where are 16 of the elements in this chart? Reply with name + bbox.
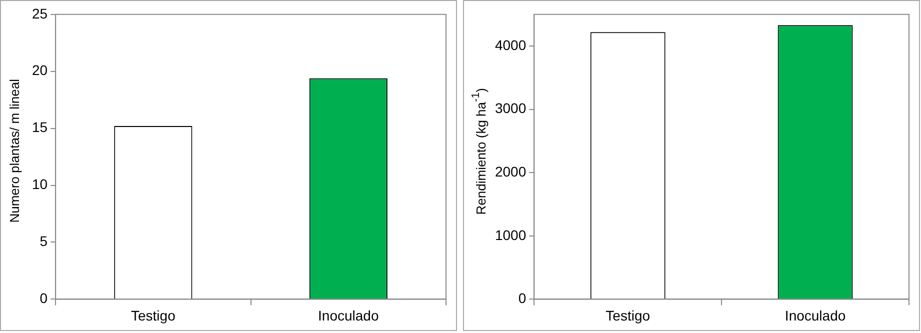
y-tick-label: 0	[40, 290, 48, 306]
y-tick-label: 10	[32, 176, 48, 192]
y-tick-label: 2000	[494, 163, 526, 180]
x-tick-label: Inoculado	[318, 307, 379, 324]
y-tick-label: 25	[32, 5, 48, 22]
y-tick-label: 4000	[494, 36, 526, 53]
y-tick-label: 15	[32, 119, 48, 136]
x-tick-label: Testigo	[606, 307, 650, 324]
y-axis-title: Numero plantas/ m lineal	[7, 79, 22, 223]
x-tick-label: Inoculado	[784, 307, 846, 324]
y-tick-label: 3000	[494, 100, 526, 116]
y-tick-label: 20	[32, 62, 48, 78]
y-tick-label: 0	[518, 290, 526, 306]
x-tick-label: Testigo	[131, 307, 176, 324]
y-tick-label: 5	[40, 233, 48, 250]
y-tick-label: 1000	[494, 226, 526, 243]
